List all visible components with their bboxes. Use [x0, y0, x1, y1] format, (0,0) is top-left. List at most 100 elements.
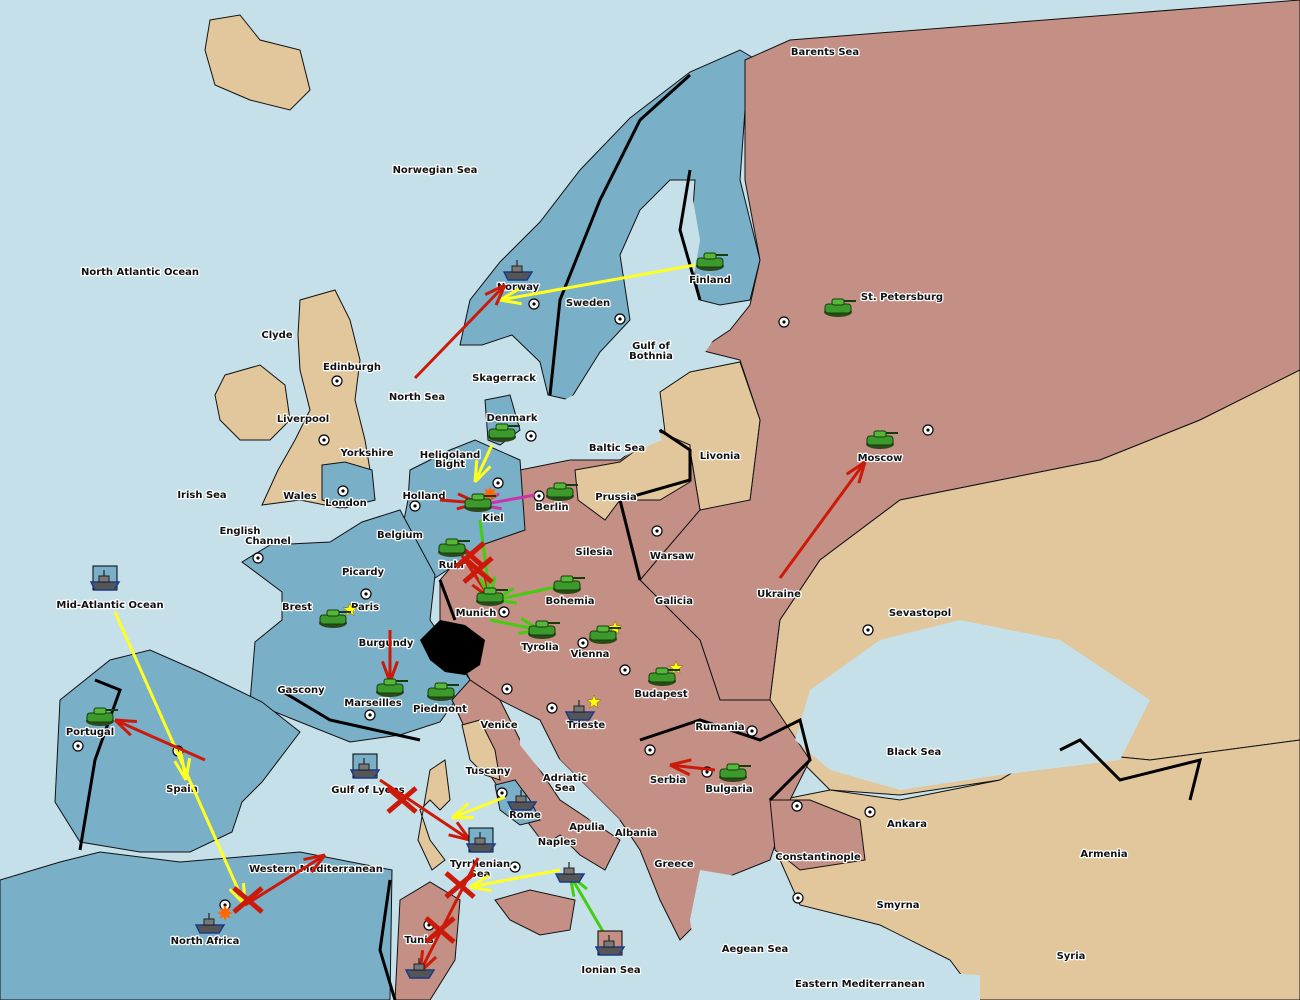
army-tank-icon[interactable]	[589, 625, 621, 644]
supply-center-dot	[795, 804, 799, 808]
province-label: Gulf of	[632, 341, 670, 352]
region-scandinavia[interactable]	[459, 49, 761, 401]
army-tank-icon[interactable]	[376, 678, 408, 697]
arrow-head	[310, 854, 327, 874]
sea-gulf-of-bothnia[interactable]	[640, 182, 720, 382]
order-arrow	[413, 283, 507, 380]
province-label: Portugal	[66, 727, 114, 738]
province-label: Livonia	[700, 451, 740, 462]
region-iceland[interactable]	[204, 14, 311, 111]
fleet-ship-icon[interactable]	[554, 862, 586, 883]
fleet-ship-icon[interactable]	[194, 913, 226, 934]
fleet-ship-icon[interactable]	[506, 790, 538, 811]
army-tank-icon[interactable]	[824, 298, 856, 317]
army-tank-icon[interactable]	[438, 538, 470, 557]
border-line	[548, 73, 692, 396]
supply-center-dot	[335, 379, 339, 383]
province-label: Warsaw	[650, 551, 694, 562]
order-arrow	[473, 444, 494, 483]
arrow-head	[484, 283, 506, 296]
province-label: Aegean Sea	[722, 944, 789, 955]
order-arrow	[568, 874, 607, 936]
army-tank-icon[interactable]	[696, 252, 728, 271]
region-london[interactable]	[321, 461, 376, 509]
region-tuscany[interactable]	[461, 719, 501, 781]
sea-baltic-sea[interactable]	[560, 382, 662, 458]
fleet-ship-icon[interactable]	[502, 260, 534, 281]
army-tank-icon[interactable]	[319, 609, 351, 628]
units	[86, 252, 898, 979]
army-tank-icon[interactable]	[546, 482, 578, 501]
army-tank-icon[interactable]	[427, 682, 459, 701]
arrow-head	[469, 885, 492, 893]
region-britain[interactable]	[261, 289, 376, 509]
province-label: Budapest	[634, 689, 688, 700]
region-sicily[interactable]	[494, 889, 576, 936]
region-turkey[interactable]	[779, 739, 1300, 1000]
army-tank-icon[interactable]	[553, 575, 585, 594]
province-label: Vienna	[571, 649, 610, 660]
region-corsica-sardinia[interactable]	[417, 759, 451, 871]
supply-center-dot	[368, 713, 372, 717]
province-label: Sevastopol	[889, 608, 951, 619]
army-tank-icon[interactable]	[648, 667, 680, 686]
army-tank-icon[interactable]	[86, 707, 118, 726]
fleet-ship-icon[interactable]	[89, 565, 121, 591]
fleet-ship-icon[interactable]	[465, 827, 497, 853]
supply-center-dot	[550, 706, 554, 710]
supply-center-dot	[648, 748, 652, 752]
supply-center-dot	[496, 481, 500, 485]
province-label: Silesia	[576, 547, 613, 558]
province-label: Kiel	[482, 513, 503, 524]
province-label: Naples	[538, 837, 576, 848]
order-arrow	[669, 763, 716, 772]
province-label: Baltic Sea	[589, 443, 645, 454]
province-label: Apulia	[569, 822, 605, 833]
province-label: St. Petersburg	[861, 292, 943, 303]
province-label: Greece	[654, 859, 694, 870]
region-constantinople[interactable]	[769, 799, 866, 871]
sea-aegean-sea[interactable]	[690, 870, 800, 985]
arrow-head	[499, 287, 520, 302]
province-label: Clyde	[261, 330, 292, 341]
order-arrow	[178, 747, 188, 781]
province-label: Ukraine	[757, 589, 801, 600]
province-label: Barents Sea	[791, 47, 859, 58]
province-label: Spain	[166, 784, 198, 795]
supply-center-dot	[256, 556, 260, 560]
arrow-head	[469, 874, 490, 889]
supply-center-dot	[618, 317, 622, 321]
border-line	[678, 169, 702, 301]
fleet-ship-icon[interactable]	[404, 958, 436, 979]
supply-center-dot	[341, 489, 345, 493]
province-label: Ankara	[887, 819, 927, 830]
supply-center-dot	[705, 770, 709, 774]
arrow-head	[857, 461, 867, 484]
army-tank-icon[interactable]	[476, 587, 508, 606]
fleet-ship-icon[interactable]	[564, 700, 596, 721]
province-label: Picardy	[342, 567, 385, 578]
province-label: Rome	[509, 810, 541, 821]
fleet-ship-icon[interactable]	[349, 753, 381, 779]
province-label: Bulgaria	[705, 784, 752, 795]
army-tank-icon[interactable]	[719, 763, 751, 782]
sea-black-sea[interactable]	[795, 620, 1150, 790]
army-tank-icon[interactable]	[488, 423, 520, 442]
order-arrow	[499, 263, 696, 302]
supply-center-dot	[76, 744, 80, 748]
province-label: Adriatic	[543, 773, 587, 784]
province-label: English	[219, 526, 260, 537]
army-tank-icon[interactable]	[528, 620, 560, 639]
arrow-head	[173, 760, 188, 781]
army-tank-icon[interactable]	[464, 493, 496, 512]
fleet-ship-icon[interactable]	[594, 930, 626, 956]
border-line	[639, 717, 812, 802]
army-tank-icon[interactable]	[866, 430, 898, 449]
sea-eastern-mediterranean[interactable]	[600, 955, 980, 1000]
province-label: Mid-Atlantic Ocean	[56, 600, 163, 611]
province-label: Sea	[555, 783, 576, 794]
region-ireland[interactable]	[214, 364, 291, 441]
province-label: Serbia	[650, 775, 686, 786]
sea-adriatic-sea[interactable]	[520, 720, 620, 830]
